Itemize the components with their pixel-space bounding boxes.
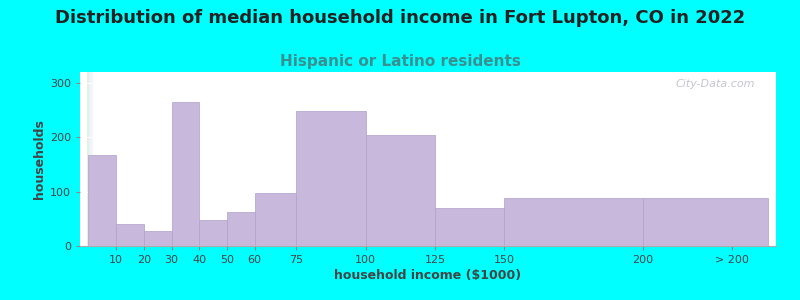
Text: City-Data.com: City-Data.com [676,79,755,89]
Text: Hispanic or Latino residents: Hispanic or Latino residents [279,54,521,69]
Bar [88,154,116,246]
Bar [254,193,296,246]
Bar [171,102,199,246]
Bar [227,212,254,246]
Bar [435,208,504,246]
Text: Distribution of median household income in Fort Lupton, CO in 2022: Distribution of median household income … [55,9,745,27]
Bar [199,220,227,246]
Bar [116,224,144,246]
Bar [296,111,366,246]
Bar [643,198,768,246]
Bar [366,134,435,246]
X-axis label: household income ($1000): household income ($1000) [334,269,522,282]
Bar [144,231,171,246]
Bar [504,198,643,246]
Y-axis label: households: households [33,119,46,199]
